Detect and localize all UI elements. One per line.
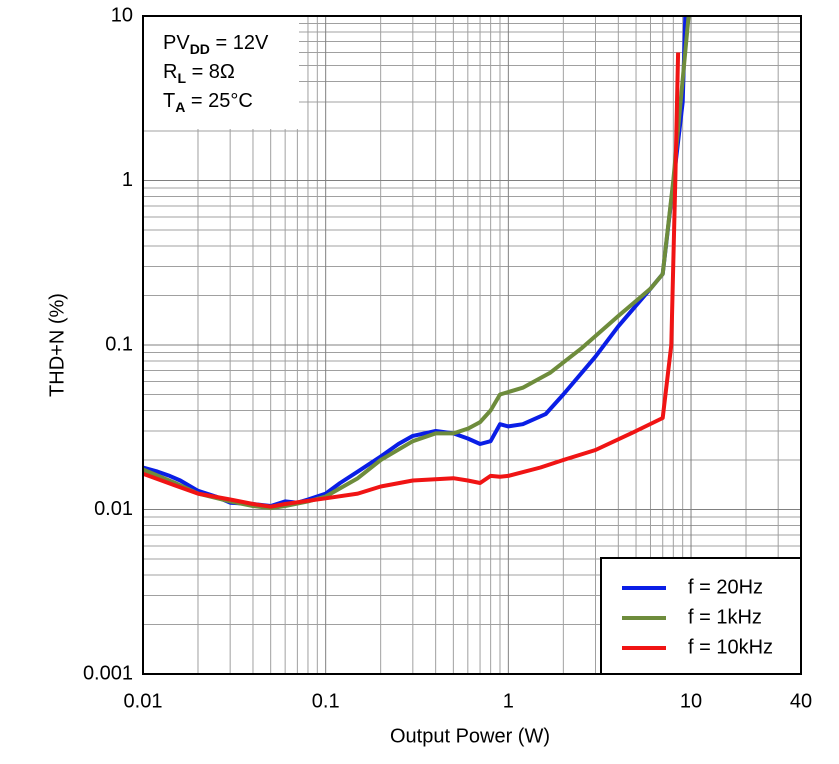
x-axis-label: Output Power (W) — [390, 725, 550, 747]
x-tick-label: 0.1 — [312, 690, 340, 712]
x-tick-label: 40 — [790, 690, 812, 712]
annotation-sub: DD — [190, 41, 210, 57]
y-tick-label: 1 — [122, 169, 133, 191]
annotation-rest: = 12V — [210, 32, 269, 54]
legend-label: f = 1kHz — [688, 606, 762, 628]
plot-frame — [142, 15, 802, 675]
x-tick-label: 0.01 — [124, 690, 163, 712]
annotation-sub: A — [175, 99, 185, 115]
y-tick-label: 0.001 — [83, 662, 133, 684]
plot-lines — [143, 16, 691, 511]
annotation-rest: = 25°C — [185, 90, 252, 112]
annotation: RL = 8Ω — [163, 61, 235, 85]
annotation-box — [144, 17, 299, 129]
annotation-text: PV — [163, 32, 190, 54]
annotation: TA = 25°C — [163, 90, 253, 114]
x-tick-label: 1 — [503, 690, 514, 712]
x-tick-label: 10 — [680, 690, 702, 712]
annotation-text: T — [163, 90, 175, 112]
y-axis-label: THD+N (%) — [46, 293, 68, 397]
y-tick-label: 0.1 — [105, 333, 133, 355]
annotation-text: R — [163, 61, 177, 83]
legend-label: f = 20Hz — [688, 576, 763, 598]
y-tick-label: 10 — [111, 4, 133, 26]
annotation: PVDD = 12V — [163, 32, 269, 56]
annotation-rest: = 8Ω — [186, 61, 235, 83]
annotation-sub: L — [177, 70, 186, 86]
legend-label: f = 10kHz — [688, 636, 773, 658]
series-line — [143, 52, 681, 509]
y-tick-label: 0.01 — [94, 498, 133, 520]
